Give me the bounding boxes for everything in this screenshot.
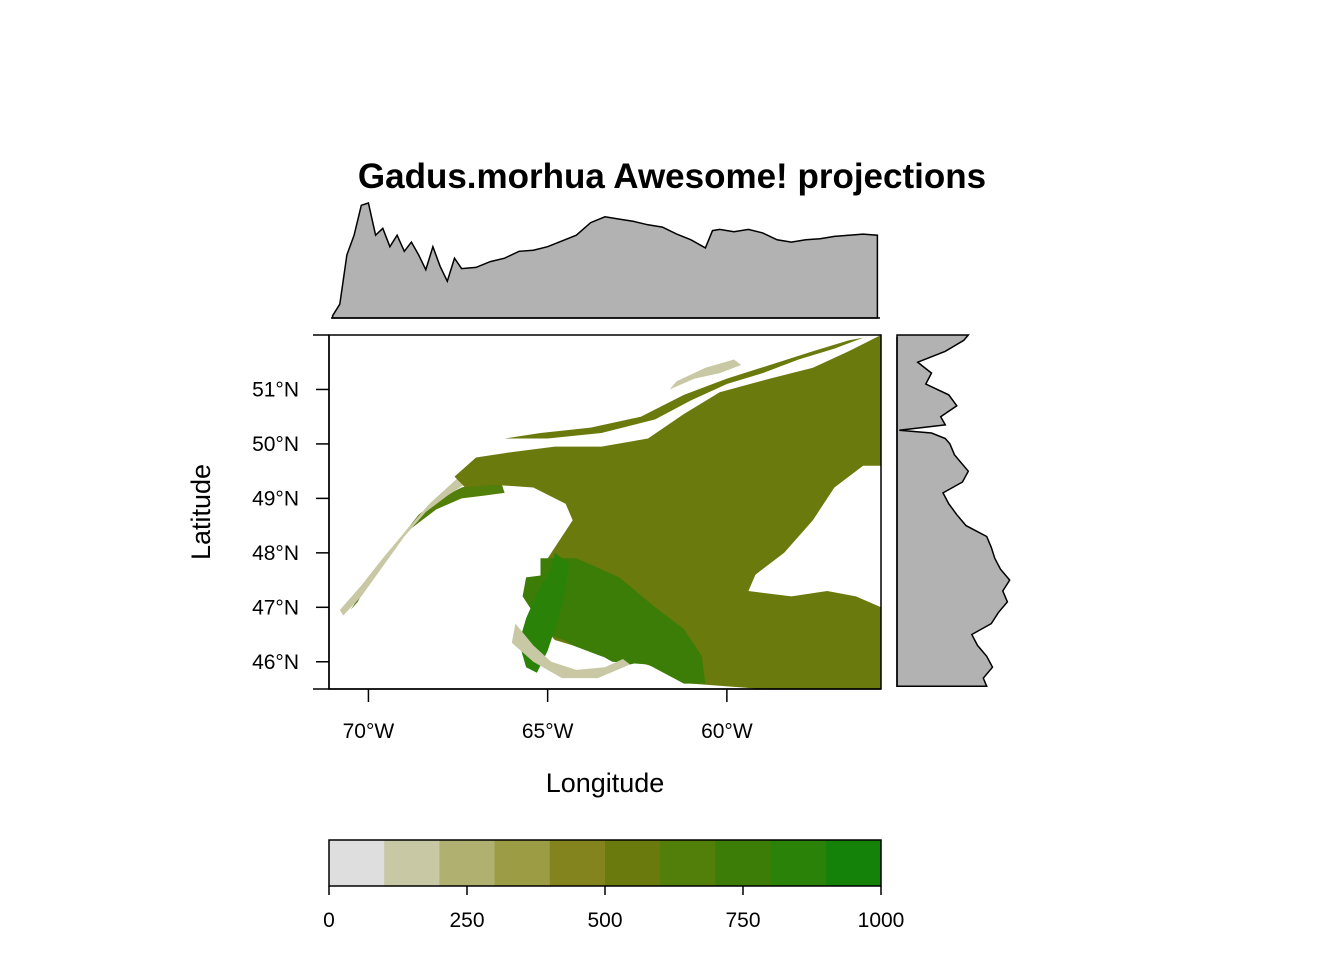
colorbar-swatch	[715, 840, 772, 886]
region-east-gulf	[683, 389, 856, 570]
y-tick-label: 48°N	[252, 542, 299, 565]
colorbar: 0 250 500 750 1000	[323, 839, 905, 932]
x-tick-label: 70°W	[343, 720, 395, 743]
chart-title: Gadus.morhua Awesome! projections	[358, 157, 986, 196]
y-tick-label: 47°N	[252, 596, 299, 619]
map-raster	[339, 335, 881, 689]
right-marginal-density	[896, 334, 1011, 688]
colorbar-tick-label: 1000	[858, 909, 905, 932]
y-tick-label: 50°N	[252, 433, 299, 456]
colorbar-swatch	[770, 840, 827, 886]
region-north-shore-shelf	[504, 335, 878, 439]
y-tick-label: 46°N	[252, 651, 299, 674]
colorbar-swatch	[494, 840, 551, 886]
x-axis: 70°W 65°W 60°W	[313, 688, 881, 743]
colorbar-tick-label: 250	[449, 909, 484, 932]
region-estuary-fringe	[339, 468, 476, 616]
region-magdalen-shelf	[536, 558, 706, 684]
region-pale-fringe-south	[511, 623, 631, 679]
colorbar-swatch	[549, 840, 606, 886]
top-marginal-density	[331, 202, 879, 319]
x-axis-label: Longitude	[546, 768, 665, 798]
colorbar-swatch	[384, 840, 440, 886]
region-pale-fringe-north	[669, 359, 742, 390]
y-axis-label: Latitude	[186, 464, 216, 560]
colorbar-swatch	[605, 840, 661, 886]
colorbar-swatch	[329, 840, 385, 886]
y-tick-label: 51°N	[252, 378, 299, 401]
colorbar-swatch	[439, 840, 496, 886]
colorbar-tick-label: 500	[587, 909, 622, 932]
colorbar-swatch	[660, 840, 716, 886]
y-tick-label: 49°N	[252, 487, 299, 510]
region-estuary-strip	[350, 482, 505, 610]
colorbar-swatch	[825, 840, 882, 886]
y-axis: 46°N 47°N 48°N 49°N 50°N 51°N	[252, 335, 330, 689]
colorbar-tick-label: 750	[725, 909, 760, 932]
x-tick-label: 60°W	[701, 720, 753, 743]
x-tick-label: 65°W	[522, 720, 574, 743]
colorbar-tick-label: 0	[323, 909, 335, 932]
region-nb-coast	[519, 552, 570, 673]
